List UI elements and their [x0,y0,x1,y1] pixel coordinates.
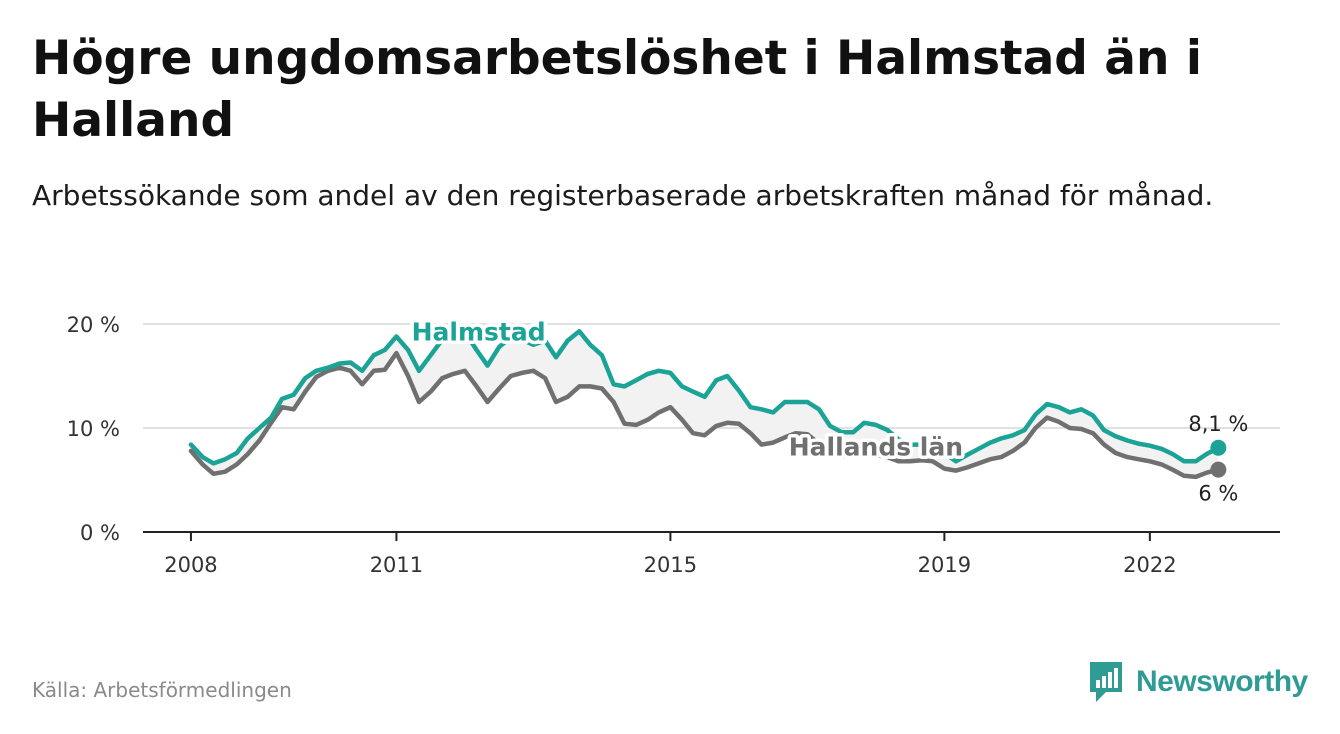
hallands-lan-series-label: Hallands län [789,433,963,462]
x-tick-label: 2022 [1123,553,1176,577]
hallands-lan-line [188,350,1221,480]
source-note: Källa: Arbetsförmedlingen [32,678,292,702]
hallands-lan-end-point [1210,461,1227,478]
newsworthy-logo: Newsworthy [1088,660,1308,704]
halmstad-series-label: Halmstad [412,317,546,346]
difference-band [190,331,1219,477]
labels: 0 % 10 % 20 % 2008 2011 2015 2019 2022 8,1 % 6 % H… [67,313,1249,577]
x-tick-label: 2015 [644,553,697,577]
y-tick-label: 10 % [67,417,120,441]
x-tick-label: 2011 [370,553,423,577]
chart-title: Högre ungdomsarbetslöshet i Halmstad än … [32,31,1202,148]
newsworthy-logo-text: Newsworthy [1136,665,1308,698]
series-lines [188,329,1227,480]
chart-subtitle: Arbetssökande som andel av den registerb… [32,179,1214,212]
halmstad-line [188,329,1221,466]
x-tick-label: 2019 [918,553,971,577]
hallands-lan-end-label: 6 % [1198,482,1238,506]
y-tick-label: 0 % [80,521,120,545]
newsworthy-logo-icon [1090,662,1122,702]
halmstad-end-label: 8,1 % [1188,412,1248,436]
line-chart: 0 % 10 % 20 % 2008 2011 2015 2019 2022 8,1 % 6 % H… [67,313,1280,577]
x-tick-label: 2008 [164,553,217,577]
halmstad-end-point [1210,439,1227,456]
series-gap-fill [190,331,1219,477]
y-tick-label: 20 % [67,313,120,337]
axes [143,531,1280,541]
